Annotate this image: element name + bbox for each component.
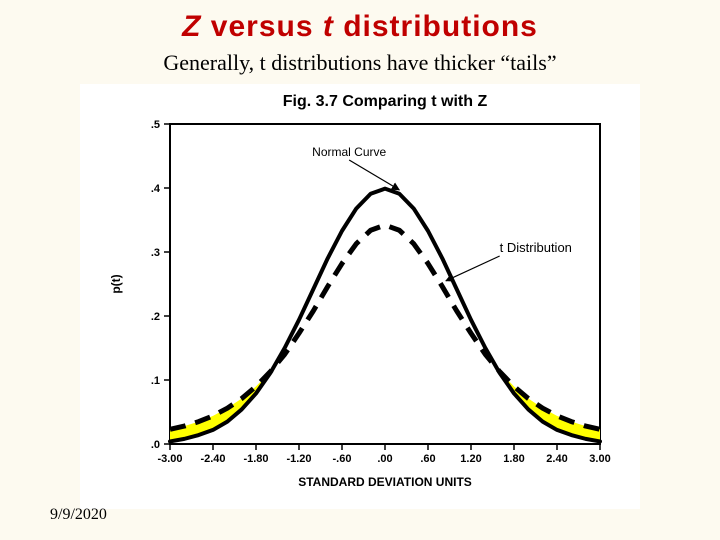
- svg-text:.2: .2: [151, 311, 160, 323]
- title-Z: Z: [182, 10, 201, 43]
- svg-text:-.60: -.60: [333, 453, 352, 465]
- title-t: t: [323, 10, 334, 43]
- slide-subtitle: Generally, t distributions have thicker …: [0, 50, 720, 76]
- svg-text:1.80: 1.80: [503, 453, 524, 465]
- svg-text:3.00: 3.00: [589, 453, 610, 465]
- svg-text:t Distribution: t Distribution: [500, 240, 572, 255]
- svg-text:.0: .0: [151, 439, 160, 451]
- svg-text:.5: .5: [151, 119, 160, 131]
- svg-text:.1: .1: [151, 375, 160, 387]
- svg-text:.60: .60: [420, 453, 435, 465]
- slide-title: Z versus t distributions: [0, 0, 720, 44]
- svg-text:.00: .00: [377, 453, 392, 465]
- slide-date: 9/9/2020: [50, 506, 107, 524]
- svg-text:.4: .4: [151, 183, 161, 195]
- title-versus: versus: [201, 10, 322, 43]
- svg-text:Fig. 3.7 Comparing t with Z: Fig. 3.7 Comparing t with Z: [283, 93, 488, 110]
- svg-text:-2.40: -2.40: [200, 453, 225, 465]
- svg-text:p(t): p(t): [109, 274, 123, 293]
- svg-text:-1.80: -1.80: [243, 453, 268, 465]
- title-rest: distributions: [334, 10, 538, 43]
- svg-text:STANDARD DEVIATION UNITS: STANDARD DEVIATION UNITS: [298, 475, 472, 489]
- svg-text:2.40: 2.40: [546, 453, 567, 465]
- distribution-chart: Fig. 3.7 Comparing t with Z .0 .1 .2 .3 .4 .5 -…: [80, 84, 640, 504]
- chart-container: Fig. 3.7 Comparing t with Z .0 .1 .2 .3 .4 .5 -…: [80, 84, 640, 509]
- svg-text:1.20: 1.20: [460, 453, 481, 465]
- svg-text:Normal Curve: Normal Curve: [312, 145, 386, 159]
- svg-text:.3: .3: [151, 247, 160, 259]
- svg-text:-1.20: -1.20: [286, 453, 311, 465]
- svg-text:-3.00: -3.00: [157, 453, 182, 465]
